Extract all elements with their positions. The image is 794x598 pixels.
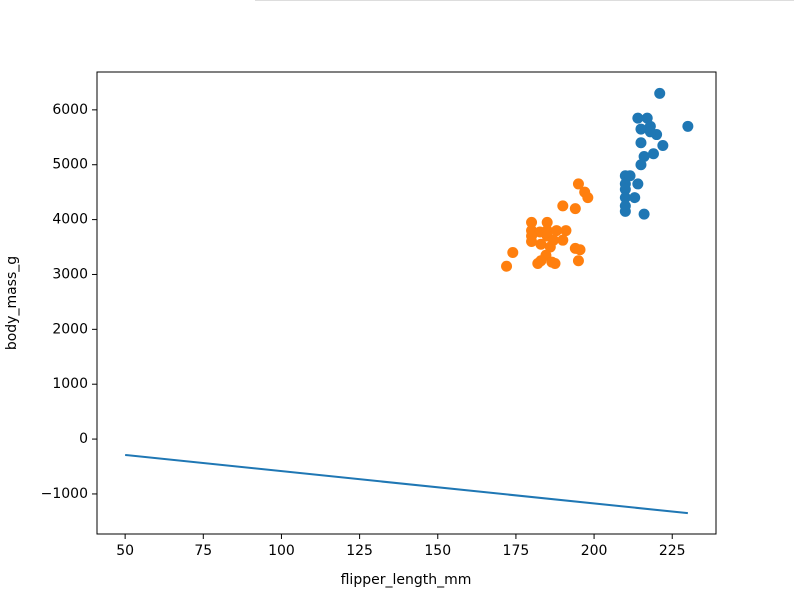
scatter-point xyxy=(644,126,656,138)
scatter-point xyxy=(654,87,666,99)
scatter-point xyxy=(507,247,519,259)
scatter-point xyxy=(569,203,581,215)
scatter-point xyxy=(619,183,631,195)
scatter-point xyxy=(647,148,659,160)
scatter-point xyxy=(635,123,647,135)
y-tick-label: 5000 xyxy=(52,157,88,173)
y-tick-label: 2000 xyxy=(52,321,88,337)
y-tick-label: 6000 xyxy=(52,102,88,118)
scatter-point xyxy=(560,225,572,237)
y-tick-label: 3000 xyxy=(52,266,88,282)
scatter-point xyxy=(557,200,569,212)
x-tick-label: 75 xyxy=(194,543,212,559)
y-tick-label: −1000 xyxy=(41,486,88,502)
x-tick-label: 175 xyxy=(503,543,530,559)
scatter-point xyxy=(632,112,644,124)
scatter-point xyxy=(629,192,641,204)
scatter-point xyxy=(638,208,650,220)
x-tick-label: 125 xyxy=(346,543,373,559)
scatter-point xyxy=(574,244,586,256)
x-tick-label: 200 xyxy=(581,543,608,559)
x-tick-label: 50 xyxy=(116,543,134,559)
scatter-point xyxy=(572,255,584,267)
y-tick-label: 0 xyxy=(79,431,88,447)
y-tick-label: 1000 xyxy=(52,376,88,392)
x-tick-label: 100 xyxy=(268,543,295,559)
scatter-point xyxy=(582,192,594,204)
x-tick-label: 225 xyxy=(659,543,686,559)
scatter-point xyxy=(619,205,631,217)
x-axis-label: flipper_length_mm xyxy=(341,572,472,588)
x-tick-label: 150 xyxy=(424,543,451,559)
scatter-point xyxy=(657,140,669,152)
line xyxy=(125,453,688,515)
scatter-point xyxy=(532,257,544,269)
scatter-point xyxy=(535,238,547,250)
scatter-point xyxy=(635,137,647,149)
scatter-point xyxy=(549,257,561,269)
scatter-point xyxy=(526,216,538,228)
scatter-point xyxy=(544,241,556,253)
scatter-point xyxy=(632,178,644,190)
scatter-point xyxy=(557,234,569,246)
scatter-point xyxy=(501,260,513,272)
scatter-point xyxy=(541,216,553,228)
scatter-point xyxy=(526,236,538,248)
scatter-point xyxy=(682,120,694,132)
y-tick-label: 4000 xyxy=(52,212,88,228)
scatter-point xyxy=(624,170,636,182)
scatter-point xyxy=(572,178,584,190)
plot-frame xyxy=(96,71,717,535)
y-axis-label: body_mass_g xyxy=(4,256,20,350)
scatter-point xyxy=(551,225,563,237)
scatter-point xyxy=(619,192,631,204)
scatter-point xyxy=(635,159,647,171)
